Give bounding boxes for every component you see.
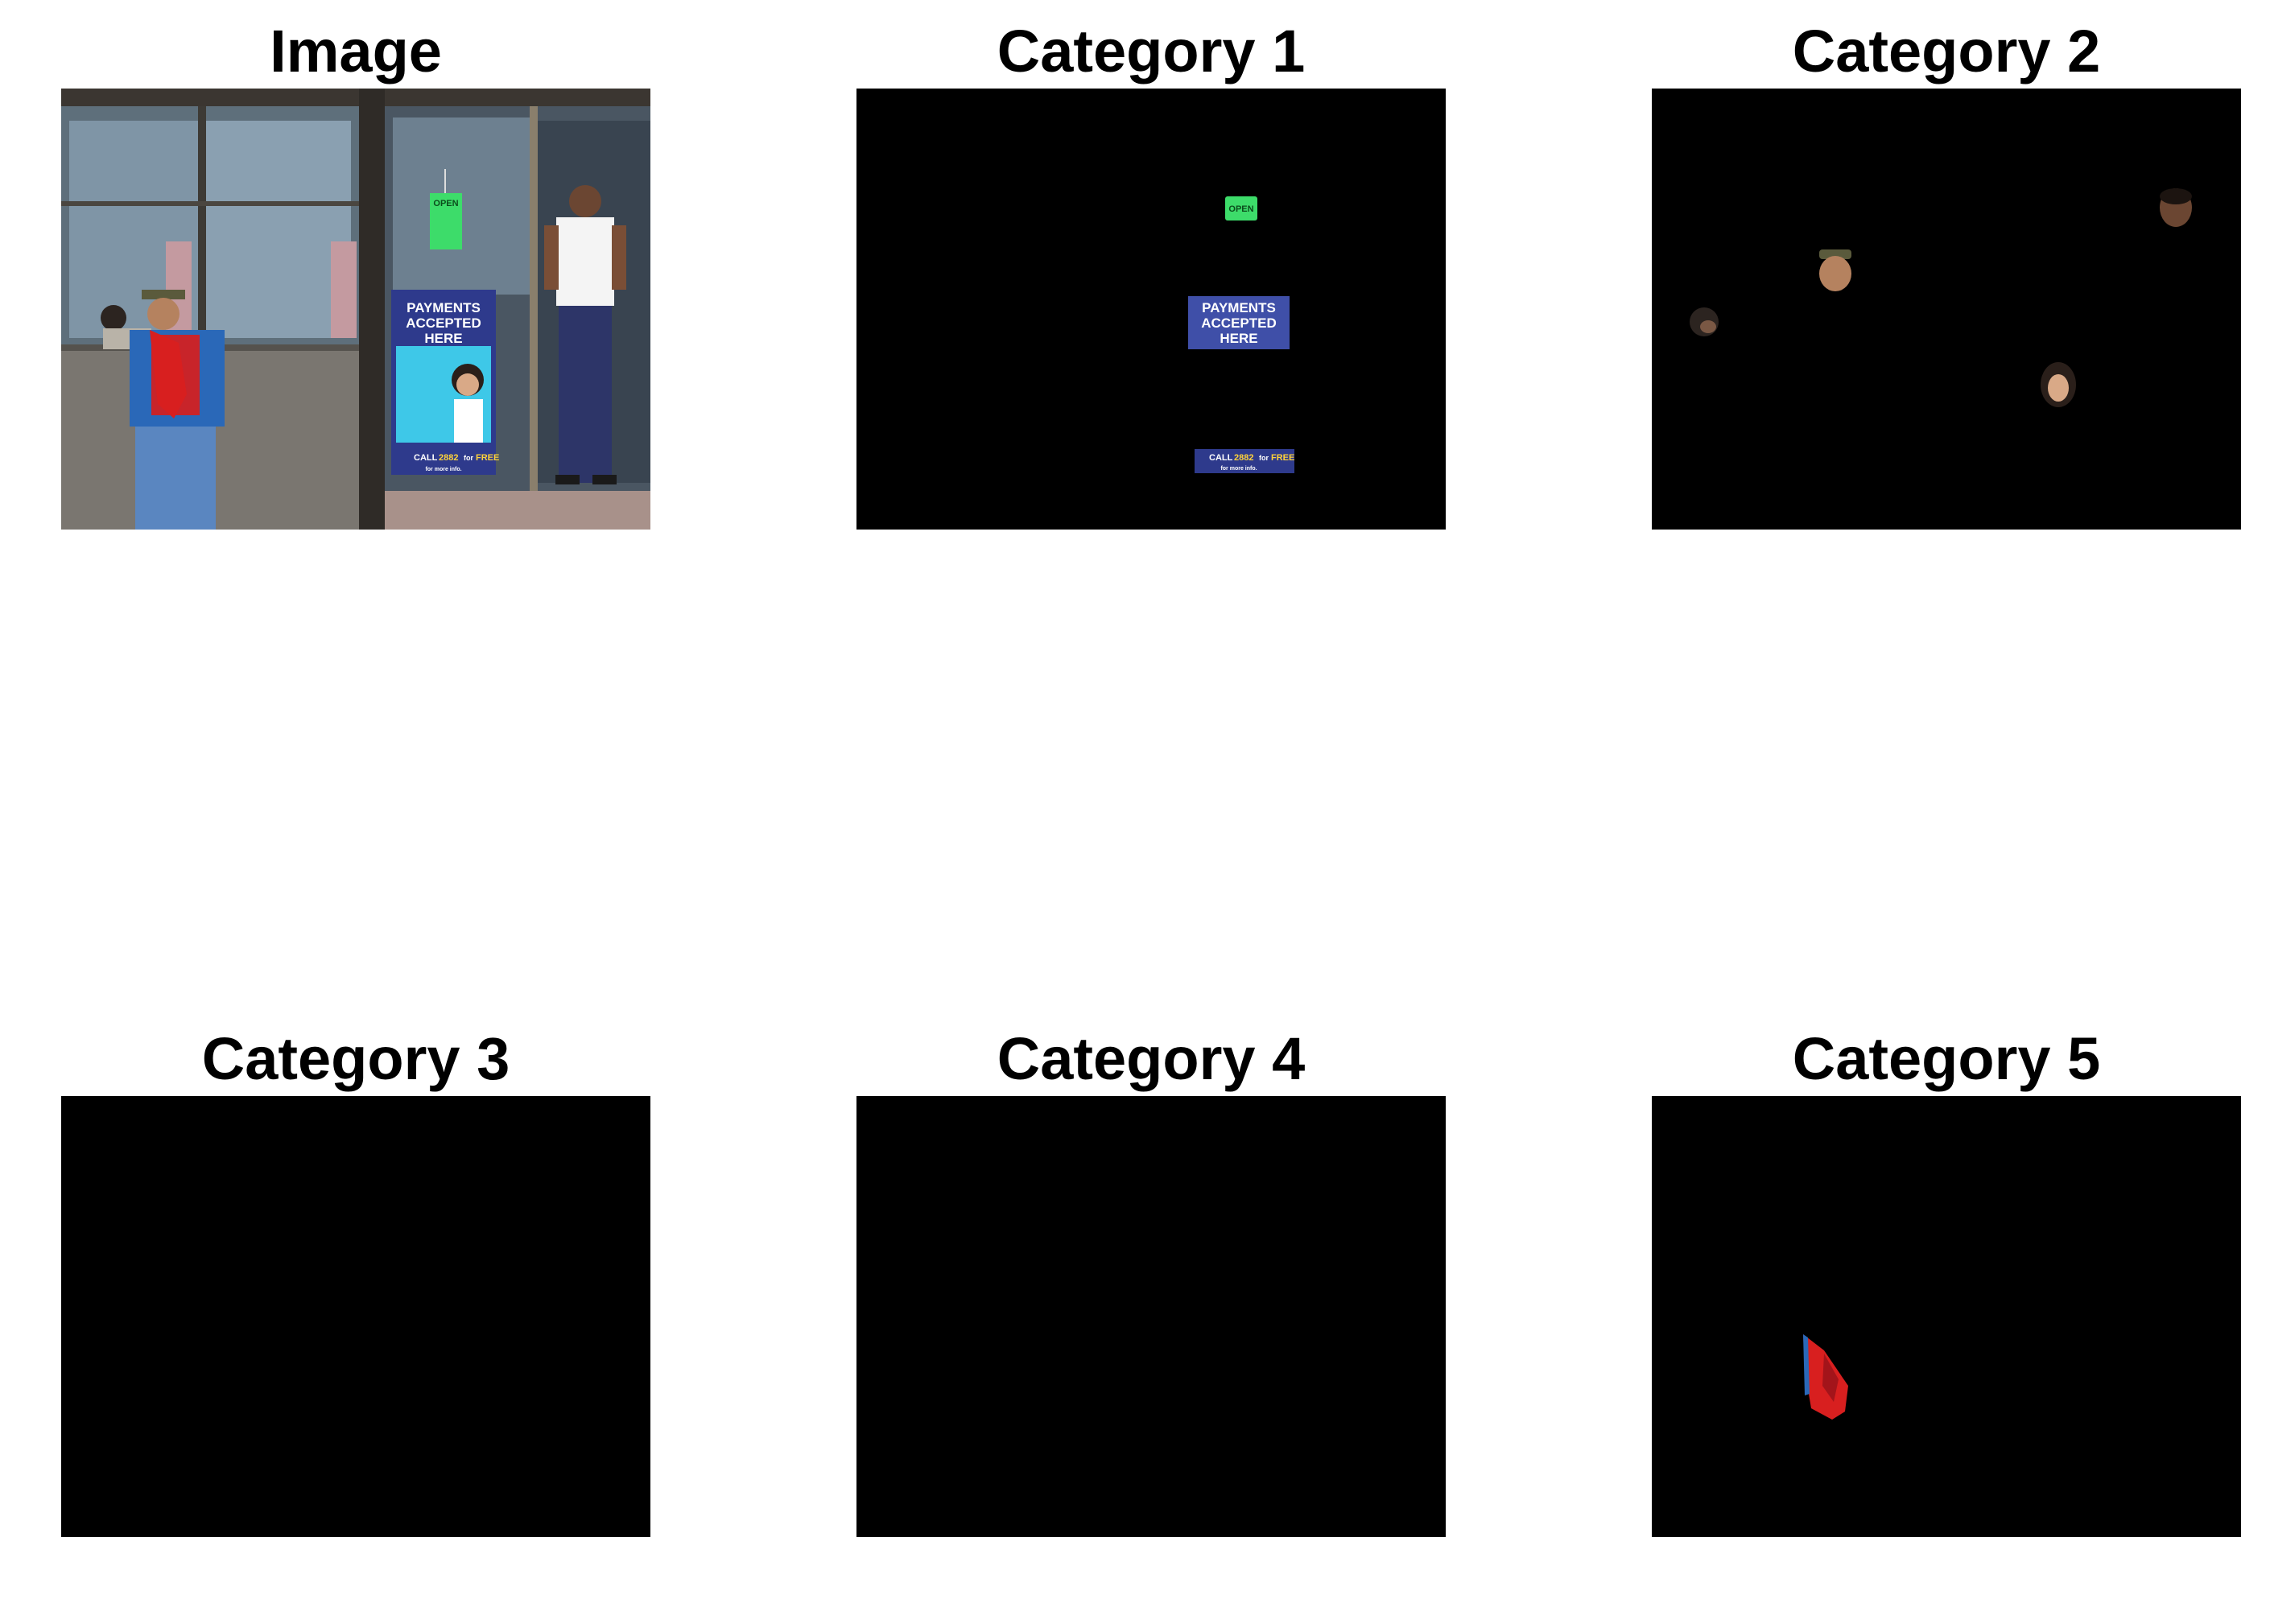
left-arm [544, 225, 559, 290]
cap [142, 290, 185, 299]
flag-segment-fold [1822, 1354, 1839, 1402]
call-text-segment [1195, 449, 1294, 473]
original-image-panel: OPEN PAYMENTS ACCEPTED HERE CALL 2882 fo… [61, 89, 650, 530]
poster-call: CALL [414, 453, 438, 463]
face-segment-woman [2048, 374, 2069, 402]
poster-line-1: PAYMENTS [407, 300, 481, 315]
man-left-head [147, 298, 180, 330]
open-sign-segment [1225, 196, 1257, 221]
window-pane-2 [206, 121, 351, 338]
poster-line-2: ACCEPTED [406, 315, 481, 331]
face-segment-man-right-hair [2160, 188, 2192, 204]
segment-line-2: ACCEPTED [1201, 315, 1277, 331]
window-mullion-1 [198, 106, 206, 348]
segment-number: 2882 [1234, 453, 1253, 463]
category-5-mask [1803, 1334, 1848, 1420]
payments-text-segment [1188, 296, 1290, 349]
panel-title-category-2: Category 2 [1792, 18, 2101, 84]
central-pillar [359, 89, 385, 530]
poster-number: 2882 [439, 453, 458, 463]
right-arm [612, 225, 626, 290]
panel-title-image: Image [270, 18, 442, 84]
shoe-left [555, 475, 580, 484]
poster-woman-face [456, 373, 479, 396]
curtain-right [331, 241, 357, 338]
panel-title-category-5: Category 5 [1792, 1025, 2101, 1092]
segment-call: CALL [1209, 453, 1233, 463]
poster-for: for [464, 454, 473, 462]
panel-title-category-4: Category 4 [997, 1025, 1306, 1092]
face-segment-cap [1819, 249, 1851, 259]
poster-free: FREE [476, 453, 499, 463]
man-right-head [569, 185, 601, 217]
red-flag [150, 330, 187, 418]
top-beam [61, 89, 650, 106]
door-frame [530, 106, 538, 493]
storefront-scene: OPEN PAYMENTS ACCEPTED HERE CALL 2882 fo… [61, 89, 650, 530]
segment-for: for [1259, 454, 1269, 462]
panel-title-category-3: Category 3 [201, 1025, 510, 1092]
shoe-right [592, 475, 617, 484]
category-2-mask [1690, 188, 2192, 407]
open-sign-segment-text: OPEN [1228, 204, 1253, 214]
category-3-mask-panel [61, 1096, 650, 1537]
segment-line-3: HERE [1220, 331, 1257, 346]
poster-woman-shirt [454, 399, 483, 443]
category-2-mask-panel [1652, 89, 2241, 530]
seated-person-head [101, 305, 126, 331]
category-4-mask-panel [856, 1096, 1446, 1537]
jeans [135, 427, 216, 530]
panel-title-category-1: Category 1 [997, 18, 1306, 84]
category-1-mask-panel: OPEN PAYMENTS ACCEPTED HERE CALL 2882 fo… [856, 89, 1446, 530]
navy-pants [559, 306, 612, 483]
poster-more-info: for more info. [425, 467, 461, 472]
open-sign-text: OPEN [433, 199, 458, 208]
category-5-mask-panel [1652, 1096, 2241, 1537]
front-step [385, 491, 650, 530]
category-1-mask: OPEN PAYMENTS ACCEPTED HERE CALL 2882 fo… [1188, 196, 1294, 473]
face-segment-seated-skin [1700, 320, 1716, 333]
open-sign [430, 193, 462, 249]
segment-free: FREE [1271, 453, 1294, 463]
white-tshirt [556, 217, 614, 306]
segment-line-1: PAYMENTS [1202, 300, 1276, 315]
poster-line-3: HERE [424, 331, 462, 346]
window-transom [61, 201, 359, 206]
face-segment-man-left [1819, 256, 1851, 291]
flag-segment-edge [1803, 1334, 1810, 1395]
segment-more-info: for more info. [1220, 466, 1257, 472]
